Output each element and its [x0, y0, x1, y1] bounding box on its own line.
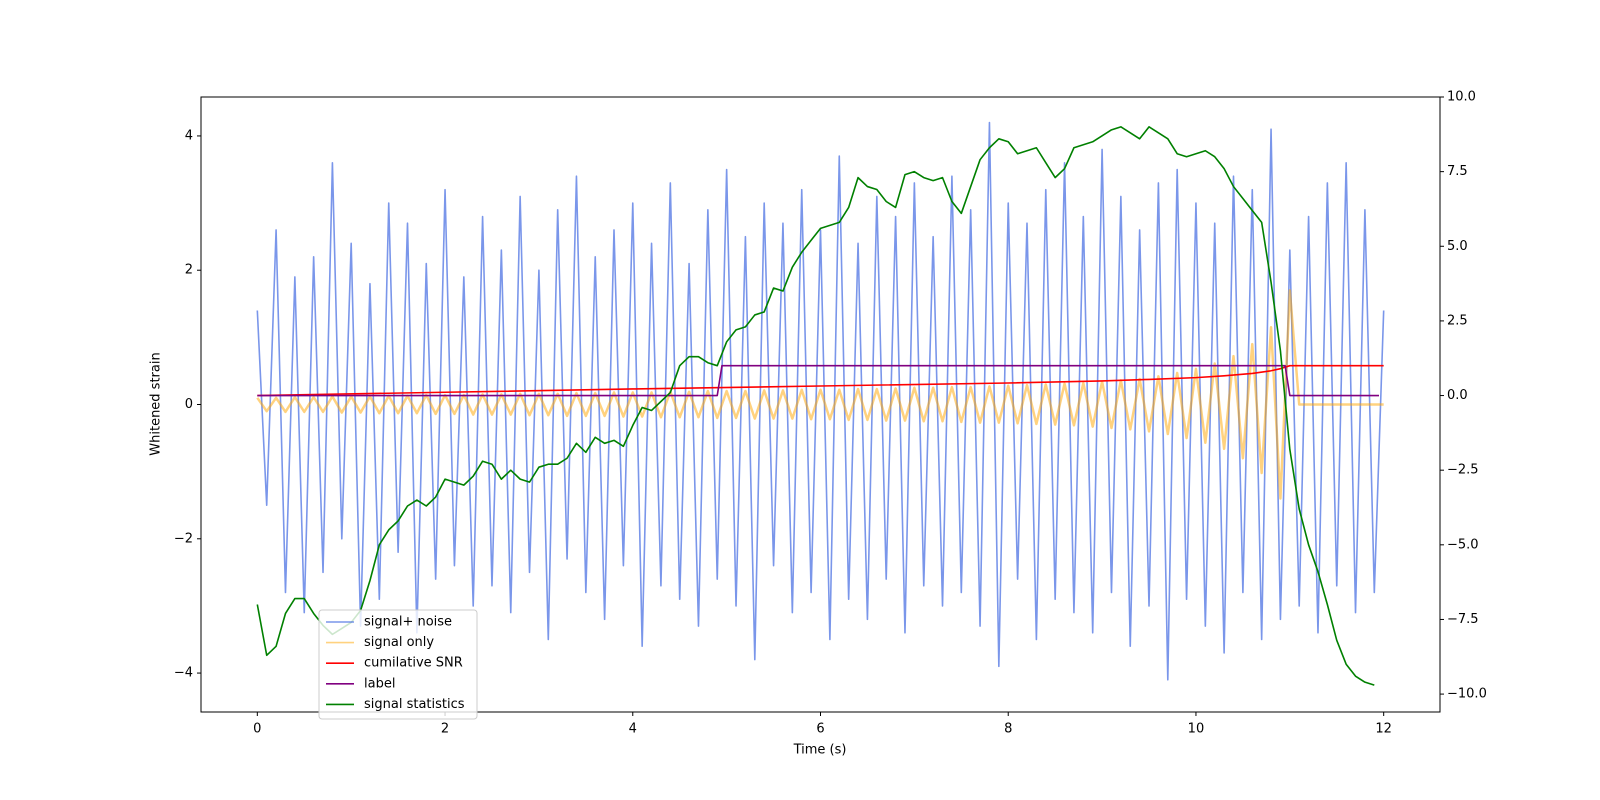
y2-tick-label: −7.5 [1447, 612, 1479, 627]
x-tick-label: 8 [1004, 722, 1012, 737]
y-tick-label: 2 [185, 263, 193, 278]
y2-tick-label: −2.5 [1447, 463, 1479, 478]
legend: signal+ noise signal only cumilative SNR la… [318, 609, 478, 720]
x-axis-label: Time (s) [793, 743, 847, 758]
series-line [257, 364, 1384, 397]
series-line [257, 364, 1379, 397]
y2-tick-label: 10.0 [1447, 90, 1476, 105]
y2-tick-label: 0.0 [1447, 388, 1468, 403]
legend-label: label [364, 676, 395, 691]
y-tick-label: 0 [185, 397, 193, 412]
y2-tick-label: −5.0 [1447, 537, 1479, 552]
x-tick-label: 0 [253, 722, 261, 737]
series-line [256, 121, 1385, 681]
y-tick-label: 4 [185, 128, 193, 143]
y2-tick-label: −10.0 [1447, 687, 1487, 702]
legend-label: signal+ noise [364, 615, 452, 630]
x-tick-label: 10 [1188, 722, 1205, 737]
y-tick-label: −4 [174, 666, 193, 681]
y2-tick-label: 7.5 [1447, 164, 1468, 179]
series-line [256, 126, 1375, 686]
x-tick-label: 12 [1375, 722, 1392, 737]
legend-label: cumilative SNR [364, 656, 463, 671]
y2-tick-label: 5.0 [1447, 239, 1468, 254]
series-line [256, 289, 1384, 500]
x-tick-label: 4 [629, 722, 637, 737]
y-tick-label: −2 [174, 531, 193, 546]
legend-label: signal only [364, 635, 434, 650]
x-tick-label: 2 [441, 722, 449, 737]
y2-tick-label: 2.5 [1447, 313, 1468, 328]
y-axis-label: Whitened strain [149, 352, 164, 455]
legend-label: signal statistics [364, 697, 465, 712]
x-tick-label: 6 [816, 722, 824, 737]
legend-box [318, 609, 478, 720]
